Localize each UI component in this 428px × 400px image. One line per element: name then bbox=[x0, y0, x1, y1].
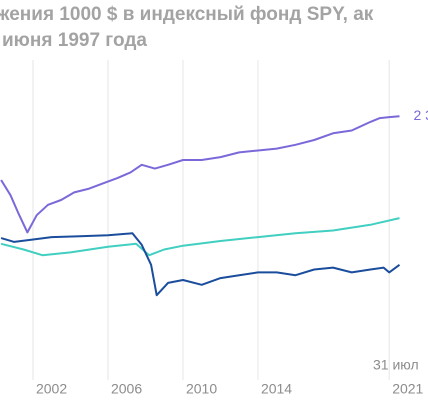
series-line bbox=[0, 115, 400, 234]
end-label: 2 3 bbox=[414, 107, 428, 123]
series-line bbox=[0, 217, 400, 257]
x-tick-label: 2002 bbox=[36, 381, 67, 397]
annotation: 31 июл bbox=[373, 357, 419, 373]
chart-title: жения 1000 $ в индексный фонд SPY, ак bbox=[0, 4, 374, 25]
x-tick-label: 2010 bbox=[186, 381, 217, 397]
x-tick-label: 2014 bbox=[261, 381, 292, 397]
series-line bbox=[0, 232, 401, 297]
x-tick-label: 2021 bbox=[392, 381, 423, 397]
x-tick-label: 2006 bbox=[111, 381, 142, 397]
chart-subtitle: июня 1997 года bbox=[2, 30, 147, 51]
